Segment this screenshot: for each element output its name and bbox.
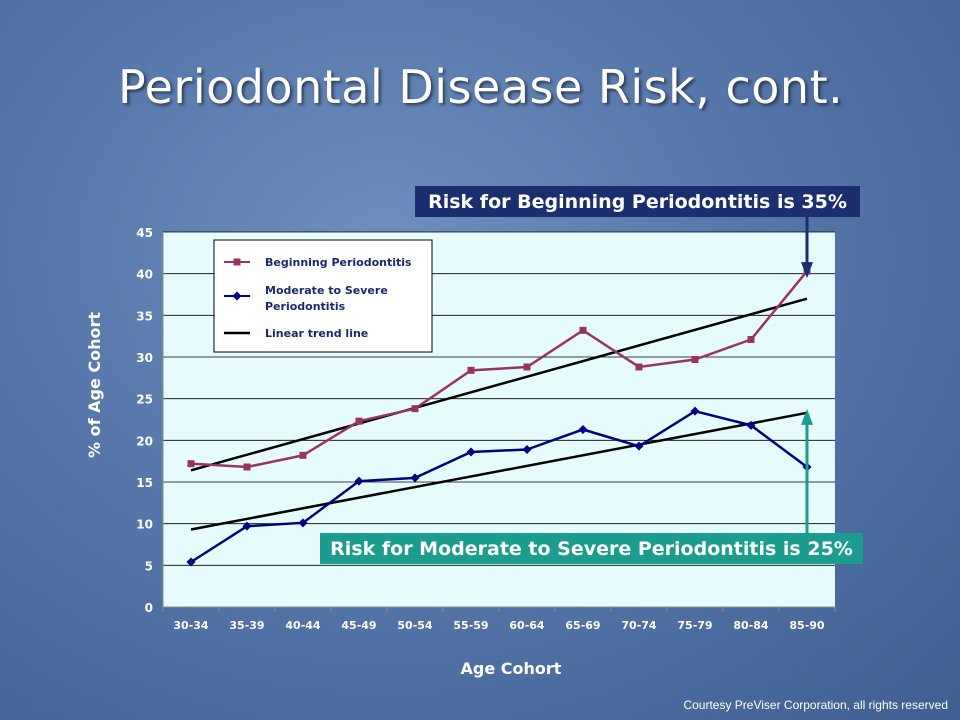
x-tick-label: 65-69 [565, 619, 600, 632]
data-point [243, 463, 251, 471]
data-point [747, 336, 755, 343]
data-point [466, 447, 476, 457]
data-point [298, 518, 308, 528]
data-point [523, 363, 531, 371]
legend-marker [232, 291, 242, 301]
y-tick-label: 0 [145, 601, 153, 615]
axes [162, 232, 836, 612]
y-axis-title: % of Age Cohort [85, 312, 104, 458]
data-point [187, 460, 195, 468]
series-line [190, 270, 808, 469]
data-point [578, 425, 588, 434]
y-tick-label: 20 [136, 434, 153, 448]
y-tick-label: 40 [136, 268, 153, 282]
x-tick-label: 75-79 [677, 619, 712, 632]
data-point [634, 441, 644, 451]
y-tick-label: 45 [136, 226, 153, 240]
arrow-top-head [801, 262, 813, 279]
legend: Beginning Periodontitis Moderate to Sever… [213, 239, 433, 353]
legend-label: Linear trend line [265, 327, 368, 340]
x-tick-label: 60-64 [509, 619, 545, 632]
y-tick-label: 35 [136, 309, 153, 323]
data-point [522, 445, 532, 454]
data-point [467, 366, 475, 374]
callout-moderate-risk: Risk for Moderate to Severe Periodontiti… [320, 533, 863, 564]
data-point [691, 356, 699, 363]
data-point [690, 406, 700, 416]
data-point [410, 473, 420, 483]
y-tick-label: 15 [136, 476, 153, 490]
x-tick-label: 55-59 [453, 619, 488, 632]
x-tick-label: 70-74 [621, 619, 657, 632]
x-tick-label: 45-49 [341, 619, 376, 632]
x-axis-title: Age Cohort [461, 659, 562, 678]
legend-marker [233, 258, 241, 266]
arrow-bottom-head [801, 408, 813, 425]
legend-box [213, 239, 433, 353]
trend-line [190, 411, 808, 531]
data-point [635, 363, 643, 371]
credit-text: Courtesy PreViser Corporation, all right… [683, 698, 948, 712]
x-tick-label: 40-44 [285, 619, 321, 632]
y-tick-label: 10 [136, 518, 153, 532]
x-tick-label: 30-34 [173, 619, 209, 632]
x-tick-labels: 30-34 35-39 40-44 45-49 50-54 55-59 60-64 65-69… [173, 619, 825, 632]
x-tick-label: 50-54 [397, 619, 433, 632]
callout-arrows [801, 217, 813, 533]
legend-label-line2: Periodontitis [265, 300, 346, 313]
legend-label: Beginning Periodontitis [265, 256, 412, 269]
y-tick-label: 25 [136, 393, 153, 407]
data-point [242, 521, 252, 531]
x-tick-label: 35-39 [229, 619, 264, 632]
trend-line [190, 297, 808, 472]
y-tick-label: 5 [145, 559, 153, 573]
legend-label: Moderate to Severe [265, 284, 388, 297]
series-line [190, 409, 808, 564]
y-tick-label: 30 [136, 351, 153, 365]
x-tick-label: 85-90 [789, 619, 825, 632]
data-point [746, 420, 756, 430]
y-tick-labels: 0 5 10 15 20 25 30 35 40 45 [136, 226, 153, 615]
slide-title: Periodontal Disease Risk, cont. [118, 60, 844, 114]
data-point [186, 557, 196, 567]
trend-lines [190, 297, 808, 531]
data-point [579, 326, 587, 334]
data-point [354, 476, 364, 486]
data-point [355, 417, 363, 425]
data-point [411, 405, 419, 413]
data-point [299, 451, 307, 459]
series-group [186, 267, 812, 567]
x-tick-label: 80-84 [733, 619, 769, 632]
callout-beginning-risk: Risk for Beginning Periodontitis is 35% [415, 186, 860, 217]
